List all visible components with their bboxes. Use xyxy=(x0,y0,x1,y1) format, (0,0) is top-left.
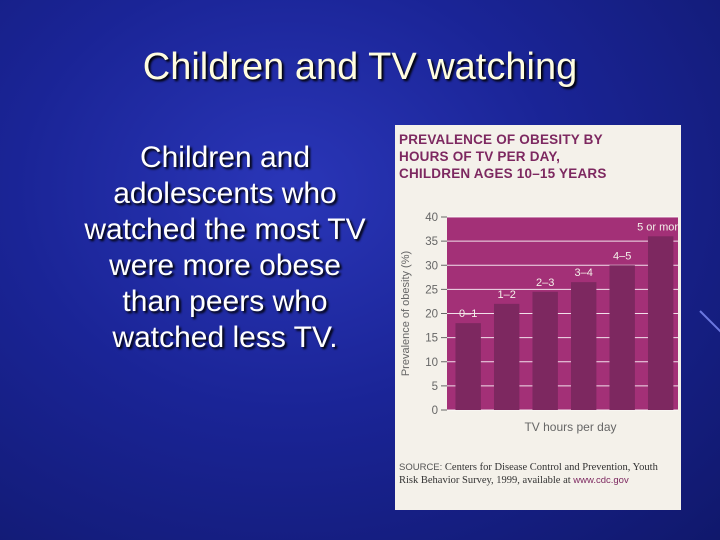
y-tick-label: 35 xyxy=(425,236,438,248)
chart-title-line: HOURS OF TV PER DAY, xyxy=(399,149,561,164)
y-tick-label: 5 xyxy=(432,381,438,393)
bar-chart: 0 5 10 15 20 25 30 35 40 Prevalence of obesity (%… xyxy=(400,212,681,434)
bar-category-label: 3–4 xyxy=(574,267,592,279)
decorative-line xyxy=(699,310,720,333)
slide-title: Children and TV watching xyxy=(142,46,578,88)
body-line: watched the most TV xyxy=(84,213,366,246)
chart-figure: PREVALENCE OF OBESITY BY HOURS OF TV PER… xyxy=(395,125,681,510)
y-tick-label: 15 xyxy=(425,333,438,345)
bar-category-label: 2–3 xyxy=(536,277,554,289)
bar xyxy=(570,282,597,410)
bar xyxy=(647,236,674,410)
y-tick-label: 0 xyxy=(432,405,438,417)
y-tick-label: 20 xyxy=(425,309,438,321)
body-line: watched less TV. xyxy=(112,321,338,354)
chart-title: PREVALENCE OF OBESITY BY HOURS OF TV PER… xyxy=(399,131,679,182)
bar xyxy=(455,323,481,410)
chart-title-line: CHILDREN AGES 10–15 YEARS xyxy=(399,166,607,181)
source-url: www.cdc.gov xyxy=(573,475,629,486)
bar xyxy=(609,265,635,410)
bar-category-label: 1–2 xyxy=(497,289,515,301)
source-text: Centers for Disease Control and Preventi… xyxy=(399,462,658,486)
chart-title-line: PREVALENCE OF OBESITY BY xyxy=(399,132,603,147)
source-label: SOURCE: xyxy=(399,462,443,473)
y-tick-label: 40 xyxy=(425,212,438,224)
x-axis-label: TV hours per day xyxy=(524,420,616,434)
bar-category-label: 0–1 xyxy=(459,308,477,320)
y-tick-label: 30 xyxy=(425,260,438,272)
body-line: than peers who xyxy=(122,285,328,318)
bar xyxy=(532,291,558,410)
y-tick-label: 10 xyxy=(425,357,438,369)
y-axis-label: Prevalence of obesity (%) xyxy=(400,251,412,376)
bar xyxy=(493,303,520,410)
bar-category-label: 4–5 xyxy=(613,250,631,262)
bar-category-label: 5 or more xyxy=(637,221,681,233)
chart-source: SOURCE: Centers for Disease Control and … xyxy=(399,461,677,487)
body-line: adolescents who xyxy=(113,177,337,210)
body-line: were more obese xyxy=(109,249,341,282)
y-tick-label: 25 xyxy=(425,284,438,296)
body-line: Children and xyxy=(139,141,311,174)
slide-body-text: Children and adolescents who watched the… xyxy=(55,140,395,356)
